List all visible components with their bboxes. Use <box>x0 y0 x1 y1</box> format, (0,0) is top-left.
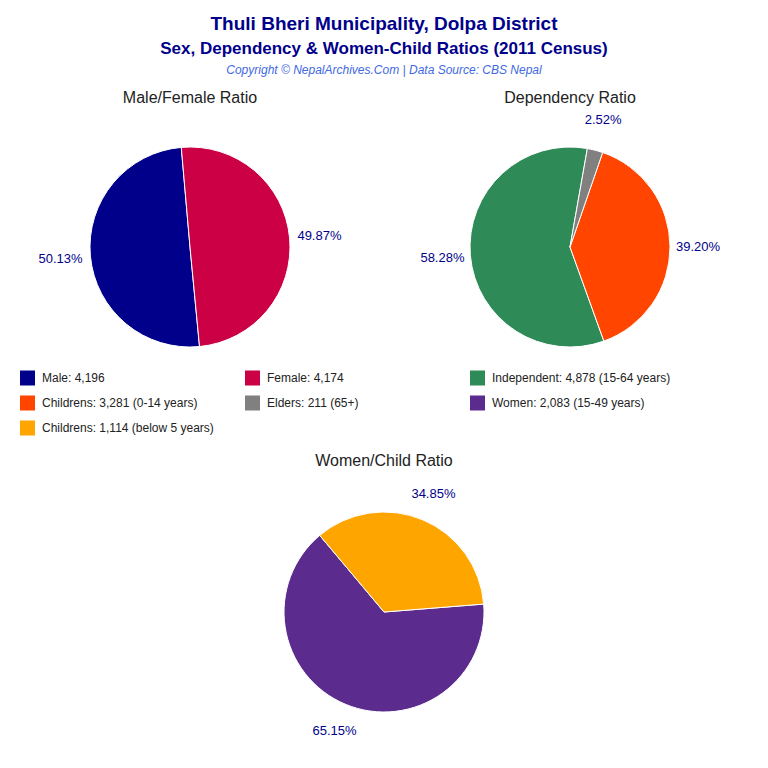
pie-slice <box>90 147 200 347</box>
pie-chart: Male/Female Ratio 50.13% 49.87% <box>38 89 341 347</box>
legend-item: Female: 4,174 <box>245 371 344 386</box>
chart-canvas: Thuli Bheri Municipality, Dolpa District… <box>0 0 768 768</box>
data-label: 65.15% <box>312 723 357 738</box>
legend-label: Childrens: 3,281 (0-14 years) <box>42 396 197 410</box>
copyright-note: Copyright © NepalArchives.Com | Data Sou… <box>226 63 542 77</box>
pie-labels: 50.13% 49.87% <box>38 228 341 267</box>
pie-slices <box>90 147 290 347</box>
legend-label: Women: 2,083 (15-49 years) <box>492 396 645 410</box>
pie-labels: 65.15% 34.85% <box>312 486 455 737</box>
data-label: 34.85% <box>411 486 456 501</box>
legend: Male: 4,196 Female: 4,174 Independent: 4,8… <box>20 371 670 436</box>
legend-swatch <box>20 371 35 386</box>
legend-swatch <box>20 396 35 411</box>
data-label: 2.52% <box>585 112 622 127</box>
legend-item: Childrens: 3,281 (0-14 years) <box>20 396 197 411</box>
legend-item: Women: 2,083 (15-49 years) <box>470 396 645 411</box>
pie-chart: Dependency Ratio 58.28% 39.20% 2.52% <box>420 89 720 347</box>
data-label: 39.20% <box>676 239 721 254</box>
legend-label: Male: 4,196 <box>42 371 105 385</box>
legend-swatch <box>245 371 260 386</box>
legend-swatch <box>470 396 485 411</box>
legend-label: Female: 4,174 <box>267 371 344 385</box>
data-label: 58.28% <box>420 250 465 265</box>
legend-label: Elders: 211 (65+) <box>267 396 359 410</box>
pie-slice <box>320 512 484 612</box>
legend-item: Elders: 211 (65+) <box>245 396 359 411</box>
pie-slice <box>570 149 603 247</box>
data-label: 49.87% <box>297 228 342 243</box>
legend-item: Male: 4,196 <box>20 371 105 386</box>
pie-title: Dependency Ratio <box>504 89 636 106</box>
legend-swatch <box>470 371 485 386</box>
page-title: Thuli Bheri Municipality, Dolpa District <box>211 13 559 34</box>
legend-swatch <box>245 396 260 411</box>
legend-label: Childrens: 1,114 (below 5 years) <box>42 421 214 435</box>
page-subtitle: Sex, Dependency & Women-Child Ratios (20… <box>160 39 607 58</box>
pie-labels: 58.28% 39.20% 2.52% <box>420 112 720 266</box>
pie-chart: Women/Child Ratio 65.15% 34.85% <box>284 452 484 738</box>
legend-item: Childrens: 1,114 (below 5 years) <box>20 421 214 436</box>
pie-slices <box>470 147 670 347</box>
pie-title: Women/Child Ratio <box>315 452 453 469</box>
legend-label: Independent: 4,878 (15-64 years) <box>492 371 670 385</box>
data-label: 50.13% <box>38 251 83 266</box>
pie-title: Male/Female Ratio <box>123 89 257 106</box>
legend-item: Independent: 4,878 (15-64 years) <box>470 371 670 386</box>
legend-swatch <box>20 421 35 436</box>
pie-slices <box>284 512 484 712</box>
pie-slice <box>181 147 290 347</box>
